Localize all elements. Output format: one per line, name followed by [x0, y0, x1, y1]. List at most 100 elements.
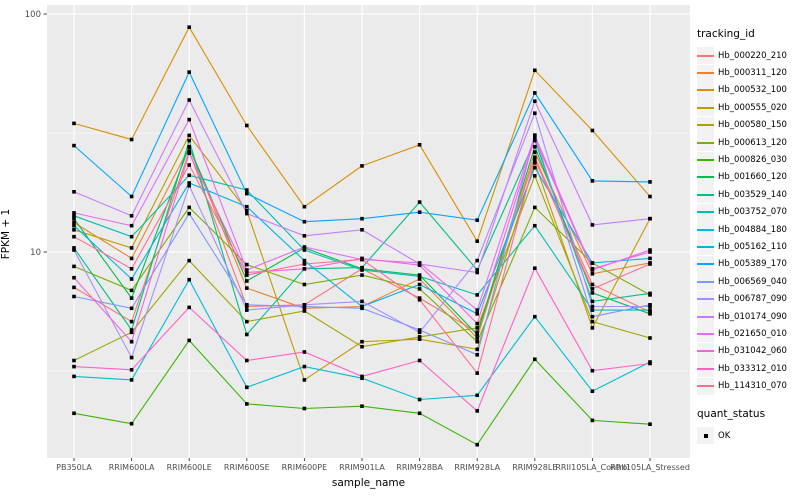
data-point — [187, 133, 191, 138]
legend-item-Hb_000555_020: Hb_000555_020 — [697, 99, 797, 117]
data-point — [648, 336, 652, 340]
legend-item-label: Hb_000532_100 — [718, 85, 787, 96]
legend-color-swatch — [697, 168, 714, 186]
data-point — [533, 133, 537, 138]
data-point — [187, 183, 191, 188]
data-point — [302, 204, 307, 209]
legend-item-Hb_005162_110: Hb_005162_110 — [697, 238, 797, 256]
x-tick-label: RRIM600LE — [167, 463, 212, 472]
data-point — [187, 277, 191, 282]
data-point — [72, 248, 76, 252]
data-point — [302, 248, 307, 252]
data-point — [129, 368, 134, 372]
data-point — [302, 258, 307, 263]
data-point — [187, 173, 191, 178]
data-point — [245, 262, 249, 267]
data-point — [475, 326, 479, 330]
data-point — [245, 308, 249, 312]
legend-item-quant-OK: OK — [697, 427, 797, 444]
legend-item-Hb_003752_070: Hb_003752_070 — [697, 203, 797, 221]
data-point — [533, 155, 537, 160]
data-point — [590, 308, 595, 312]
y-tick-label: 10 — [30, 248, 41, 258]
data-point — [533, 165, 537, 170]
legend-line-icon — [697, 298, 714, 301]
data-point — [590, 268, 595, 272]
data-point — [360, 306, 364, 311]
data-point — [590, 368, 595, 373]
y-axis-title: FPKM + 1 — [0, 208, 12, 260]
data-point — [129, 319, 134, 324]
data-point — [187, 258, 191, 263]
x-tick-label: RRIM600LA — [109, 463, 155, 472]
data-point — [475, 239, 479, 243]
legend-item-Hb_006787_090: Hb_006787_090 — [697, 290, 797, 308]
legend-color-swatch — [697, 238, 714, 256]
legend-title-tracking-id: tracking_id — [697, 28, 755, 40]
data-point — [129, 330, 134, 335]
data-point — [590, 179, 595, 183]
data-point — [187, 211, 191, 216]
legend-item-label: Hb_006787_090 — [718, 294, 787, 305]
legend-title-quant-status: quant_status — [697, 407, 766, 420]
data-point — [72, 223, 76, 228]
data-point — [417, 328, 422, 332]
data-point — [648, 304, 652, 309]
data-point — [302, 378, 307, 382]
data-point — [187, 117, 191, 122]
data-point — [648, 180, 652, 184]
legend-item-label: Hb_001660_120 — [718, 172, 787, 183]
data-point — [590, 326, 595, 330]
legend-line-icon — [697, 193, 714, 196]
data-point — [475, 293, 479, 297]
data-point — [129, 194, 134, 199]
data-point — [360, 339, 364, 344]
data-point — [187, 163, 191, 167]
data-point — [72, 228, 76, 232]
x-tick-label: RRIM600SE — [224, 463, 270, 472]
data-point — [533, 138, 537, 143]
data-point — [475, 442, 479, 447]
data-point — [360, 344, 364, 349]
legend-item-label: Hb_021650_010 — [718, 328, 787, 339]
data-point — [533, 136, 537, 141]
legend-line-icon — [697, 141, 714, 144]
x-axis-title: sample_name — [331, 477, 406, 489]
legend-item-label: Hb_005389_170 — [718, 259, 787, 270]
data-point — [360, 257, 364, 262]
data-point — [648, 256, 652, 261]
legend-item-label: Hb_031042_060 — [718, 346, 787, 357]
data-point — [245, 319, 249, 324]
data-point — [129, 328, 134, 332]
data-point — [417, 397, 422, 402]
data-point — [475, 308, 479, 312]
legend-item-Hb_003529_140: Hb_003529_140 — [697, 186, 797, 204]
black-square-point-icon — [703, 433, 708, 438]
data-point — [302, 262, 307, 266]
legend-item-label: OK — [718, 430, 731, 441]
legend-color-swatch — [697, 290, 714, 308]
data-point — [129, 339, 134, 344]
data-point — [533, 144, 537, 149]
data-point — [72, 364, 76, 369]
data-point — [648, 194, 652, 199]
data-point — [72, 220, 76, 225]
data-point — [475, 371, 479, 375]
x-tick-label: PB350LA — [56, 463, 92, 472]
data-point — [187, 338, 191, 343]
data-point — [533, 150, 537, 154]
legend-item-label: Hb_000220_210 — [718, 50, 787, 61]
data-point — [245, 270, 249, 275]
quant-status-legend-items: OK — [697, 427, 797, 444]
legend-line-icon — [697, 367, 714, 370]
data-point — [417, 274, 422, 279]
data-point — [475, 339, 479, 344]
data-point — [302, 350, 307, 354]
legend-line-icon — [697, 176, 714, 179]
data-point — [245, 188, 249, 192]
data-point — [475, 409, 479, 413]
data-point — [302, 234, 307, 238]
legend-item-label: Hb_003529_140 — [718, 189, 787, 200]
